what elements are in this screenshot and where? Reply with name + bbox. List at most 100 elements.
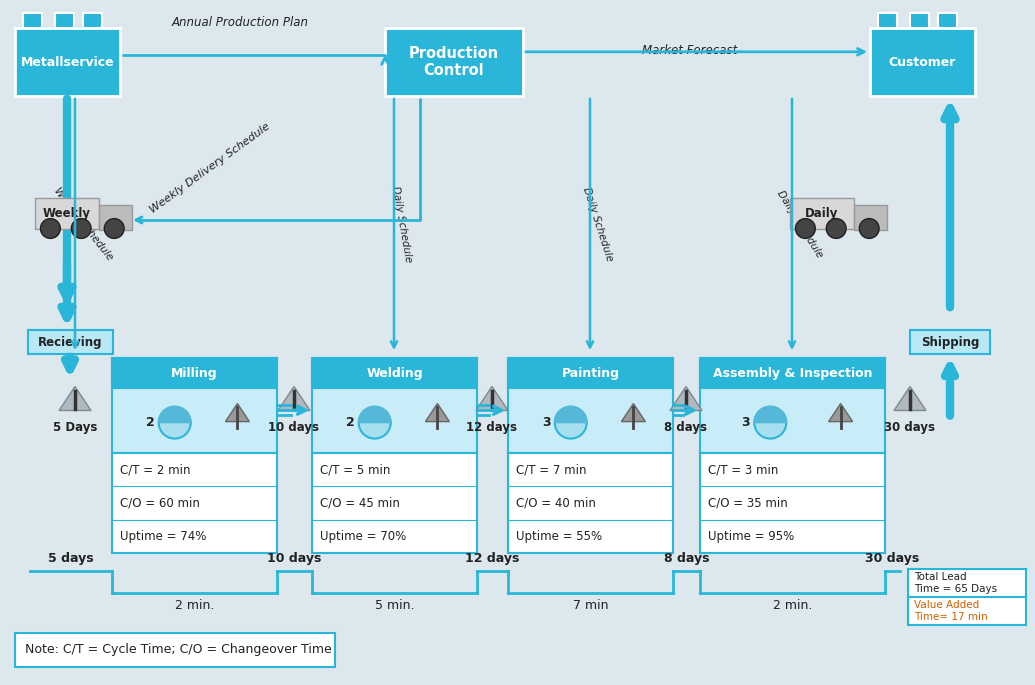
Text: Shipping: Shipping	[921, 336, 979, 349]
FancyBboxPatch shape	[312, 358, 477, 388]
FancyBboxPatch shape	[83, 13, 102, 28]
FancyBboxPatch shape	[508, 453, 673, 553]
Text: Weekly Schedule: Weekly Schedule	[52, 186, 115, 262]
FancyBboxPatch shape	[790, 198, 854, 229]
Text: 2 min.: 2 min.	[773, 599, 812, 612]
Text: Total Lead
Time = 65 Days: Total Lead Time = 65 Days	[914, 572, 997, 594]
Text: Milling: Milling	[171, 366, 217, 379]
Text: 30 days: 30 days	[865, 552, 920, 565]
Circle shape	[796, 219, 816, 238]
FancyBboxPatch shape	[55, 13, 73, 28]
Polygon shape	[755, 407, 787, 423]
Text: Recieving: Recieving	[38, 336, 102, 349]
FancyBboxPatch shape	[908, 569, 1026, 597]
FancyBboxPatch shape	[312, 358, 477, 453]
Text: 5 Days: 5 Days	[53, 421, 97, 434]
FancyBboxPatch shape	[700, 358, 885, 388]
FancyBboxPatch shape	[939, 13, 957, 28]
FancyBboxPatch shape	[854, 206, 887, 230]
FancyBboxPatch shape	[112, 453, 277, 553]
Text: Metallservice: Metallservice	[21, 55, 114, 68]
FancyBboxPatch shape	[312, 453, 477, 553]
Text: 7 min: 7 min	[572, 599, 609, 612]
Text: Uptime = 74%: Uptime = 74%	[120, 530, 206, 543]
Text: 8 days: 8 days	[663, 552, 709, 565]
Polygon shape	[158, 407, 190, 423]
Circle shape	[40, 219, 60, 238]
Text: Welding: Welding	[366, 366, 423, 379]
FancyBboxPatch shape	[35, 198, 98, 229]
Polygon shape	[829, 403, 853, 421]
Text: Customer: Customer	[889, 55, 956, 68]
FancyBboxPatch shape	[14, 633, 335, 667]
Text: Weekly Delivery Schedule: Weekly Delivery Schedule	[148, 121, 272, 215]
Polygon shape	[226, 403, 249, 421]
Text: C/T = 7 min: C/T = 7 min	[516, 463, 587, 476]
FancyBboxPatch shape	[879, 13, 897, 28]
Circle shape	[859, 219, 879, 238]
Text: Daily Schedule: Daily Schedule	[582, 186, 615, 263]
Text: Weekly: Weekly	[42, 207, 91, 220]
Text: Daily: Daily	[805, 207, 838, 220]
Text: 5 days: 5 days	[49, 552, 94, 565]
Circle shape	[158, 407, 190, 438]
FancyBboxPatch shape	[24, 13, 42, 28]
Text: 5 min.: 5 min.	[375, 599, 414, 612]
Text: Annual Production Plan: Annual Production Plan	[172, 16, 308, 29]
Polygon shape	[670, 386, 702, 410]
Text: Uptime = 95%: Uptime = 95%	[708, 530, 794, 543]
Text: C/T = 3 min: C/T = 3 min	[708, 463, 778, 476]
Text: 2: 2	[146, 416, 154, 429]
Text: C/O = 45 min: C/O = 45 min	[320, 497, 400, 510]
Text: Value Added
Time= 17 min: Value Added Time= 17 min	[914, 600, 987, 622]
FancyBboxPatch shape	[908, 597, 1026, 625]
Text: Market Forecast: Market Forecast	[643, 44, 738, 56]
Text: Painting: Painting	[562, 366, 620, 379]
Text: Daily Schedule: Daily Schedule	[775, 189, 825, 260]
Text: Assembly & Inspection: Assembly & Inspection	[713, 366, 873, 379]
Text: Production
Control: Production Control	[409, 46, 499, 78]
FancyBboxPatch shape	[870, 28, 975, 96]
FancyBboxPatch shape	[112, 358, 277, 453]
Text: Daily Schedule: Daily Schedule	[390, 186, 414, 264]
Circle shape	[755, 407, 787, 438]
Text: Uptime = 55%: Uptime = 55%	[516, 530, 602, 543]
Text: 10 days: 10 days	[267, 552, 322, 565]
Text: Uptime = 70%: Uptime = 70%	[320, 530, 407, 543]
Polygon shape	[555, 407, 587, 423]
FancyBboxPatch shape	[910, 330, 990, 354]
FancyBboxPatch shape	[98, 206, 131, 230]
Text: C/O = 60 min: C/O = 60 min	[120, 497, 200, 510]
FancyBboxPatch shape	[385, 28, 523, 96]
Polygon shape	[621, 403, 646, 421]
Circle shape	[555, 407, 587, 438]
Circle shape	[359, 407, 390, 438]
FancyBboxPatch shape	[14, 28, 120, 96]
Circle shape	[105, 219, 124, 238]
Polygon shape	[476, 386, 508, 410]
Text: 2: 2	[346, 416, 355, 429]
Polygon shape	[59, 386, 91, 410]
Text: C/T = 2 min: C/T = 2 min	[120, 463, 190, 476]
Text: C/O = 40 min: C/O = 40 min	[516, 497, 596, 510]
FancyBboxPatch shape	[112, 358, 277, 388]
FancyBboxPatch shape	[700, 453, 885, 553]
Polygon shape	[425, 403, 449, 421]
FancyBboxPatch shape	[910, 13, 928, 28]
Circle shape	[71, 219, 91, 238]
Polygon shape	[278, 386, 310, 410]
Text: 30 days: 30 days	[885, 421, 936, 434]
Text: 12 days: 12 days	[466, 552, 520, 565]
Text: 2 min.: 2 min.	[175, 599, 214, 612]
Text: 3: 3	[742, 416, 750, 429]
Text: C/T = 5 min: C/T = 5 min	[320, 463, 390, 476]
Text: Note: C/T = Cycle Time; C/O = Changeover Time: Note: C/T = Cycle Time; C/O = Changeover…	[25, 643, 332, 656]
Text: 10 days: 10 days	[268, 421, 320, 434]
Circle shape	[826, 219, 846, 238]
FancyBboxPatch shape	[508, 358, 673, 388]
FancyBboxPatch shape	[508, 358, 673, 453]
Text: 12 days: 12 days	[467, 421, 518, 434]
FancyBboxPatch shape	[28, 330, 113, 354]
FancyBboxPatch shape	[700, 358, 885, 453]
Text: 3: 3	[542, 416, 551, 429]
